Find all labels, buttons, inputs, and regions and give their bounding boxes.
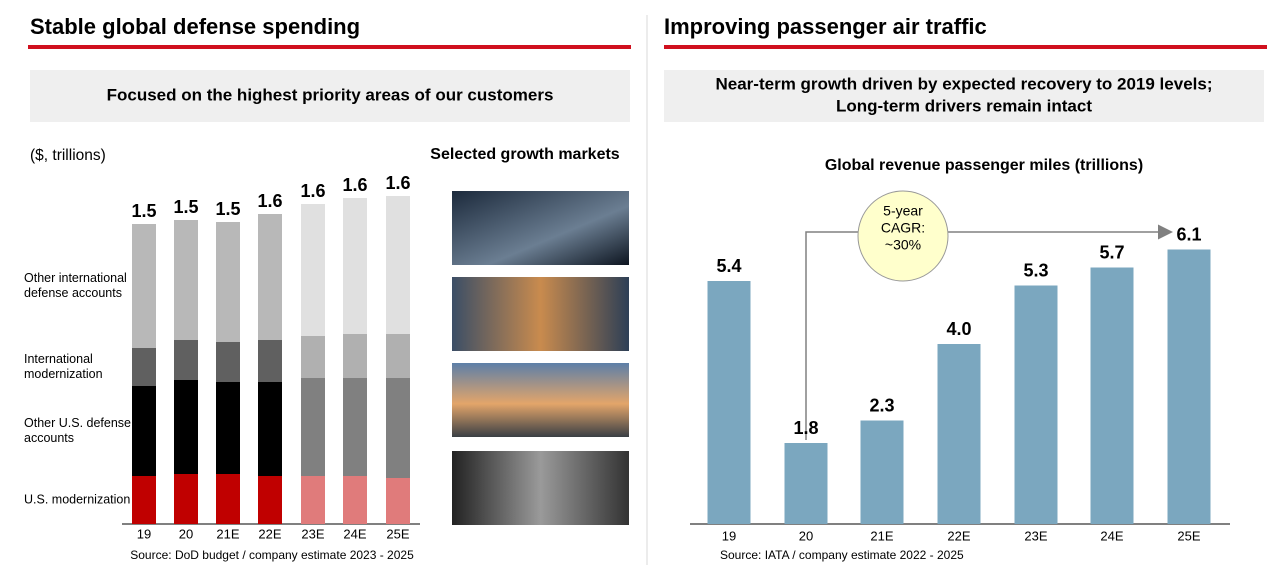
bar-segment [343,476,367,524]
bar-segment [216,382,240,474]
right-banner-line: Long-term drivers remain intact [836,96,1092,115]
bar-segment [174,474,198,524]
value-label: 5.7 [1099,242,1124,262]
bar-segment [174,340,198,380]
unit-label: ($, trillions) [30,147,106,164]
right-banner-box [664,70,1264,122]
total-label: 1.5 [131,201,156,221]
bar-segment [301,378,325,476]
right-rule [664,45,1267,49]
bar-segment [343,334,367,378]
right-heading: Improving passenger air traffic [664,14,987,39]
bar-segment [343,198,367,334]
cagr-text: CAGR: [881,220,925,236]
bar-segment [216,474,240,524]
x-tick-label: 19 [722,528,736,543]
image-network [452,277,629,351]
x-tick-label: 23E [1024,528,1047,543]
value-label: 4.0 [946,319,971,339]
cagr-text: ~30% [885,237,921,253]
bar-segment [216,342,240,382]
x-tick-label: 24E [343,526,366,541]
cagr-arrow [805,224,1173,440]
x-tick-label: 25E [386,526,409,541]
x-tick-label: 22E [947,528,970,543]
x-tick-label: 19 [137,526,151,541]
bar-segment [132,348,156,386]
bar [1014,285,1058,524]
x-tick-label: 24E [1100,528,1123,543]
total-label: 1.6 [342,175,367,195]
bar-segment [174,220,198,340]
total-label: 1.6 [300,181,325,201]
bar-segment [386,334,410,378]
cagr-text: 5-year [883,203,923,219]
bar [937,344,981,524]
left-rule [28,45,631,49]
cagr-bubble [857,190,949,282]
x-tick-label: 25E [1177,528,1200,543]
total-label: 1.5 [173,197,198,217]
bar-segment [174,380,198,474]
legend-label: Other U.S. defense accounts [24,416,132,445]
bar-segment [386,378,410,478]
bar [707,281,751,524]
legend-label: Other international defense accounts [24,271,127,300]
x-tick-label: 21E [216,526,239,541]
x-tick-label: 21E [870,528,893,543]
x-tick-label: 20 [799,528,813,543]
bar-segment [132,386,156,476]
bar [860,420,904,524]
left-heading: Stable global defense spending [30,14,360,39]
legend-label: U.S. modernization [24,492,131,507]
right-source: Source: IATA / company estimate 2022 - 2… [720,548,964,562]
bar-segment [343,378,367,476]
bar-segment [258,340,282,382]
bar [1167,249,1211,524]
value-label: 6.1 [1176,224,1201,244]
bar-segment [301,204,325,336]
chart-title: Global revenue passenger miles (trillion… [825,157,1143,174]
bar-segment [132,476,156,524]
value-label: 5.3 [1023,260,1048,280]
image-engine [452,451,629,525]
bar-segment [132,224,156,348]
bar [1090,267,1134,524]
left-banner: Focused on the highest priority areas of… [107,85,554,104]
image-radar [452,363,629,437]
value-label: 2.3 [869,395,894,415]
total-label: 1.6 [385,173,410,193]
x-tick-label: 23E [301,526,324,541]
bar-segment [301,336,325,378]
right-banner-line: Near-term growth driven by expected reco… [716,74,1213,93]
images-title: Selected growth markets [430,146,620,163]
bar-segment [258,214,282,340]
bar-segment [386,478,410,524]
legend-label: International modernization [24,352,103,381]
left-banner-box [30,70,630,122]
bar [784,443,828,524]
bar-segment [301,476,325,524]
total-label: 1.6 [257,191,282,211]
bar-segment [386,196,410,334]
image-satellite [452,191,629,265]
left-source: Source: DoD budget / company estimate 20… [130,548,414,562]
x-tick-label: 20 [179,526,193,541]
value-label: 1.8 [793,418,818,438]
total-label: 1.5 [215,199,240,219]
bar-segment [258,382,282,476]
value-label: 5.4 [716,256,741,276]
bar-segment [258,476,282,524]
bar-segment [216,222,240,342]
x-tick-label: 22E [258,526,281,541]
